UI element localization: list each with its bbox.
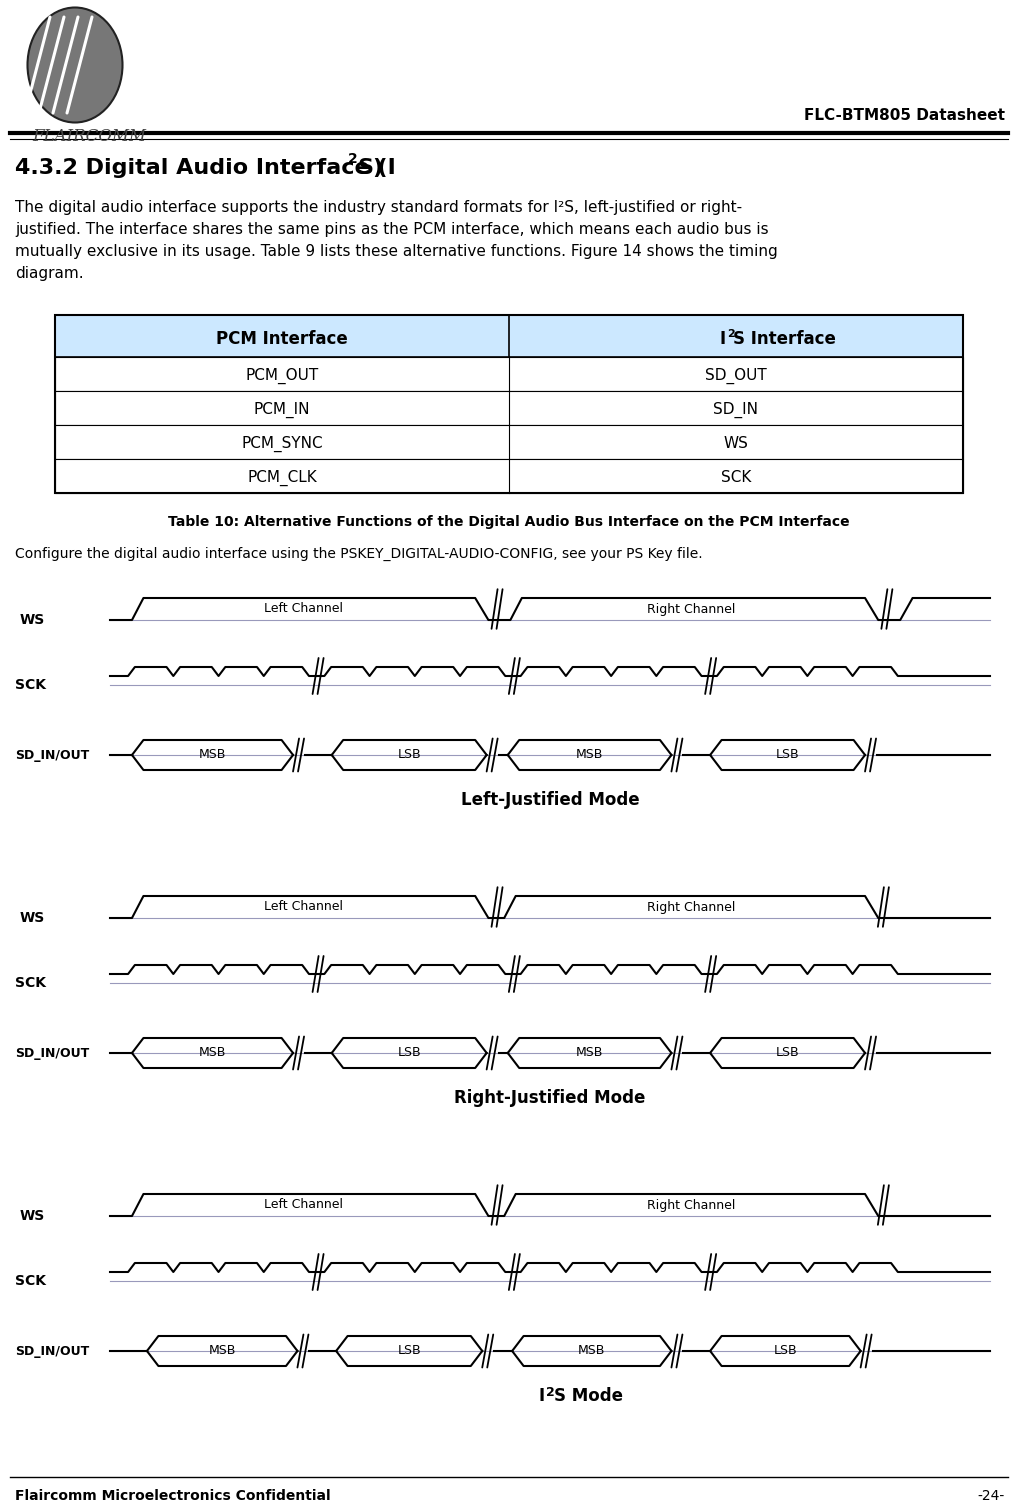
Text: SCK: SCK [15, 678, 46, 692]
Text: LSB: LSB [397, 1345, 421, 1357]
Text: WS: WS [724, 437, 748, 452]
Text: MSB: MSB [576, 1046, 604, 1060]
Text: 2: 2 [546, 1385, 555, 1399]
Text: Left Channel: Left Channel [264, 602, 343, 615]
Text: FLAIRCOMM: FLAIRCOMM [32, 128, 146, 146]
Text: PCM_CLK: PCM_CLK [247, 470, 317, 486]
Bar [55, 425, 963, 459]
Text: SD_IN/OUT: SD_IN/OUT [15, 1345, 90, 1357]
Bar [55, 357, 963, 390]
Text: S): S) [357, 158, 383, 179]
Text: 2: 2 [348, 152, 357, 167]
Text: LSB: LSB [774, 1345, 797, 1357]
Text: MSB: MSB [199, 749, 226, 761]
Text: SD_IN: SD_IN [714, 402, 758, 419]
Text: justified. The interface shares the same pins as the PCM interface, which means : justified. The interface shares the same… [15, 222, 769, 237]
Text: PCM_OUT: PCM_OUT [245, 368, 319, 384]
Text: SCK: SCK [15, 976, 46, 991]
Text: Left Channel: Left Channel [264, 1198, 343, 1211]
Ellipse shape [27, 8, 122, 123]
Text: Left Channel: Left Channel [264, 901, 343, 914]
Text: Table 10: Alternative Functions of the Digital Audio Bus Interface on the PCM In: Table 10: Alternative Functions of the D… [168, 515, 850, 528]
Text: FLC-BTM805 Datasheet: FLC-BTM805 Datasheet [804, 108, 1005, 123]
Bar [55, 459, 963, 492]
Text: I: I [539, 1387, 545, 1405]
Text: PCM Interface: PCM Interface [216, 330, 348, 348]
Text: 2: 2 [727, 329, 735, 339]
Text: SD_IN/OUT: SD_IN/OUT [15, 1046, 90, 1060]
Text: MSB: MSB [209, 1345, 236, 1357]
Bar [55, 315, 963, 492]
Text: S Interface: S Interface [733, 330, 836, 348]
Text: mutually exclusive in its usage. Table 9 lists these alternative functions. Figu: mutually exclusive in its usage. Table 9… [15, 245, 778, 260]
Text: Flaircomm Microelectronics Confidential: Flaircomm Microelectronics Confidential [15, 1489, 331, 1501]
Bar [55, 315, 963, 357]
Text: The digital audio interface supports the industry standard formats for I²S, left: The digital audio interface supports the… [15, 200, 742, 215]
Text: WS: WS [20, 1208, 45, 1223]
Text: MSB: MSB [578, 1345, 606, 1357]
Text: SD_OUT: SD_OUT [705, 368, 767, 384]
Text: LSB: LSB [776, 1046, 799, 1060]
Text: SCK: SCK [15, 1274, 46, 1288]
Text: MSB: MSB [199, 1046, 226, 1060]
Text: Right Channel: Right Channel [646, 901, 735, 914]
Text: 4.3.2 Digital Audio Interface (I: 4.3.2 Digital Audio Interface (I [15, 158, 396, 179]
Text: PCM_IN: PCM_IN [253, 402, 310, 419]
Text: I: I [720, 330, 726, 348]
Text: LSB: LSB [397, 749, 421, 761]
Text: diagram.: diagram. [15, 266, 83, 281]
Text: PCM_SYNC: PCM_SYNC [241, 435, 323, 452]
Bar [55, 390, 963, 425]
Text: Configure the digital audio interface using the PSKEY_DIGITAL-AUDIO-CONFIG, see : Configure the digital audio interface us… [15, 546, 702, 561]
Text: MSB: MSB [576, 749, 604, 761]
Text: Left-Justified Mode: Left-Justified Mode [461, 791, 639, 809]
Text: WS: WS [20, 612, 45, 627]
Text: WS: WS [20, 911, 45, 925]
Text: LSB: LSB [776, 749, 799, 761]
Text: SD_IN/OUT: SD_IN/OUT [15, 749, 90, 761]
Text: Right Channel: Right Channel [646, 602, 735, 615]
Text: LSB: LSB [397, 1046, 421, 1060]
Text: Right-Justified Mode: Right-Justified Mode [454, 1090, 645, 1108]
Text: -24-: -24- [977, 1489, 1005, 1501]
Text: SCK: SCK [721, 470, 751, 485]
Text: Right Channel: Right Channel [646, 1198, 735, 1211]
Text: S Mode: S Mode [554, 1387, 623, 1405]
